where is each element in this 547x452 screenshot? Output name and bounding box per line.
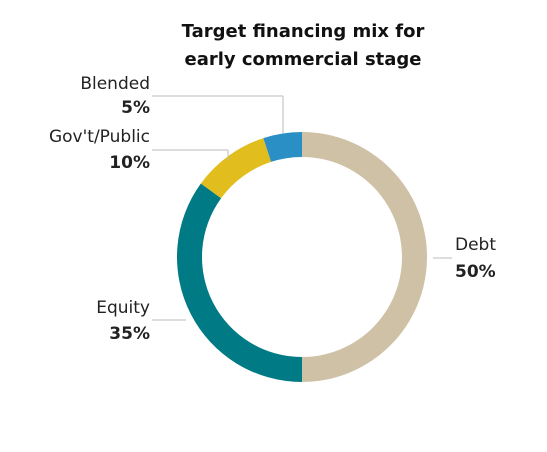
category-label: Debt <box>455 235 496 255</box>
value-label: 5% <box>121 98 150 118</box>
donut-segment <box>176 183 302 382</box>
donut-segment <box>302 132 427 382</box>
category-label: Equity <box>96 298 150 318</box>
value-label: 10% <box>109 153 150 173</box>
donut-segment <box>263 132 302 162</box>
category-label: Blended <box>80 74 150 94</box>
value-label: 35% <box>109 324 150 344</box>
donut-segment <box>200 138 272 199</box>
value-label: 50% <box>455 262 496 282</box>
chart-title: Target financing mix for early commercia… <box>181 21 425 70</box>
category-label: Gov't/Public <box>49 127 150 147</box>
